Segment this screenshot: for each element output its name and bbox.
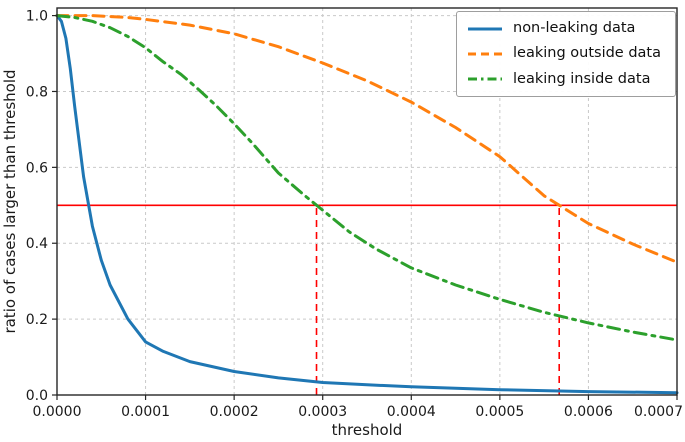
legend-label: non-leaking data (513, 20, 636, 36)
x-tick-label: 0.0004 (387, 404, 436, 420)
x-tick-label: 0.0007 (634, 404, 683, 420)
x-axis-label: threshold (332, 421, 403, 439)
legend-line-sample-non-leaking (468, 27, 502, 31)
x-tick-label: 0.0006 (564, 404, 613, 420)
y-tick-label: 0.4 (26, 236, 48, 252)
x-tick-label: 0.0005 (475, 404, 524, 420)
y-tick-label: 0.2 (26, 312, 48, 328)
legend-label: leaking inside data (513, 70, 651, 87)
plot-border (56, 7, 678, 396)
axes: 0.0000 0.0001 0.0002 0.0003 0.0004 0.0005 0.00… (1, 9, 683, 439)
y-tick-label: 0.0 (26, 388, 48, 404)
y-axis-label: ratio of cases larger than threshold (1, 69, 19, 333)
legend-item-non-leaking-data: non-leaking data (467, 20, 661, 37)
reference-lines (57, 204, 677, 395)
series-line-leaking-inside-data (55, 14, 679, 342)
series-lines (55, 14, 679, 395)
legend-item-leaking-outside-data: leaking outside data (467, 45, 661, 62)
series-line-non-leaking-data (55, 14, 679, 395)
legend-line-sample-leaking-outside (468, 52, 502, 56)
chart-legend: non-leaking data leaking outside data le… (456, 11, 676, 98)
series-line-leaking-outside-data (55, 14, 679, 264)
legend-label: leaking outside data (513, 45, 661, 62)
legend-item-leaking-inside-data: leaking inside data (467, 71, 661, 88)
x-tick-label: 0.0001 (121, 404, 170, 420)
y-tick-label: 1.0 (26, 9, 48, 25)
y-tick-label: 0.8 (26, 84, 48, 100)
legend-line-sample-leaking-inside (468, 77, 502, 81)
y-tick-label: 0.6 (26, 160, 48, 176)
x-tick-label: 0.0000 (33, 404, 82, 420)
x-tick-label: 0.0003 (298, 404, 347, 420)
x-tick-label: 0.0002 (210, 404, 259, 420)
